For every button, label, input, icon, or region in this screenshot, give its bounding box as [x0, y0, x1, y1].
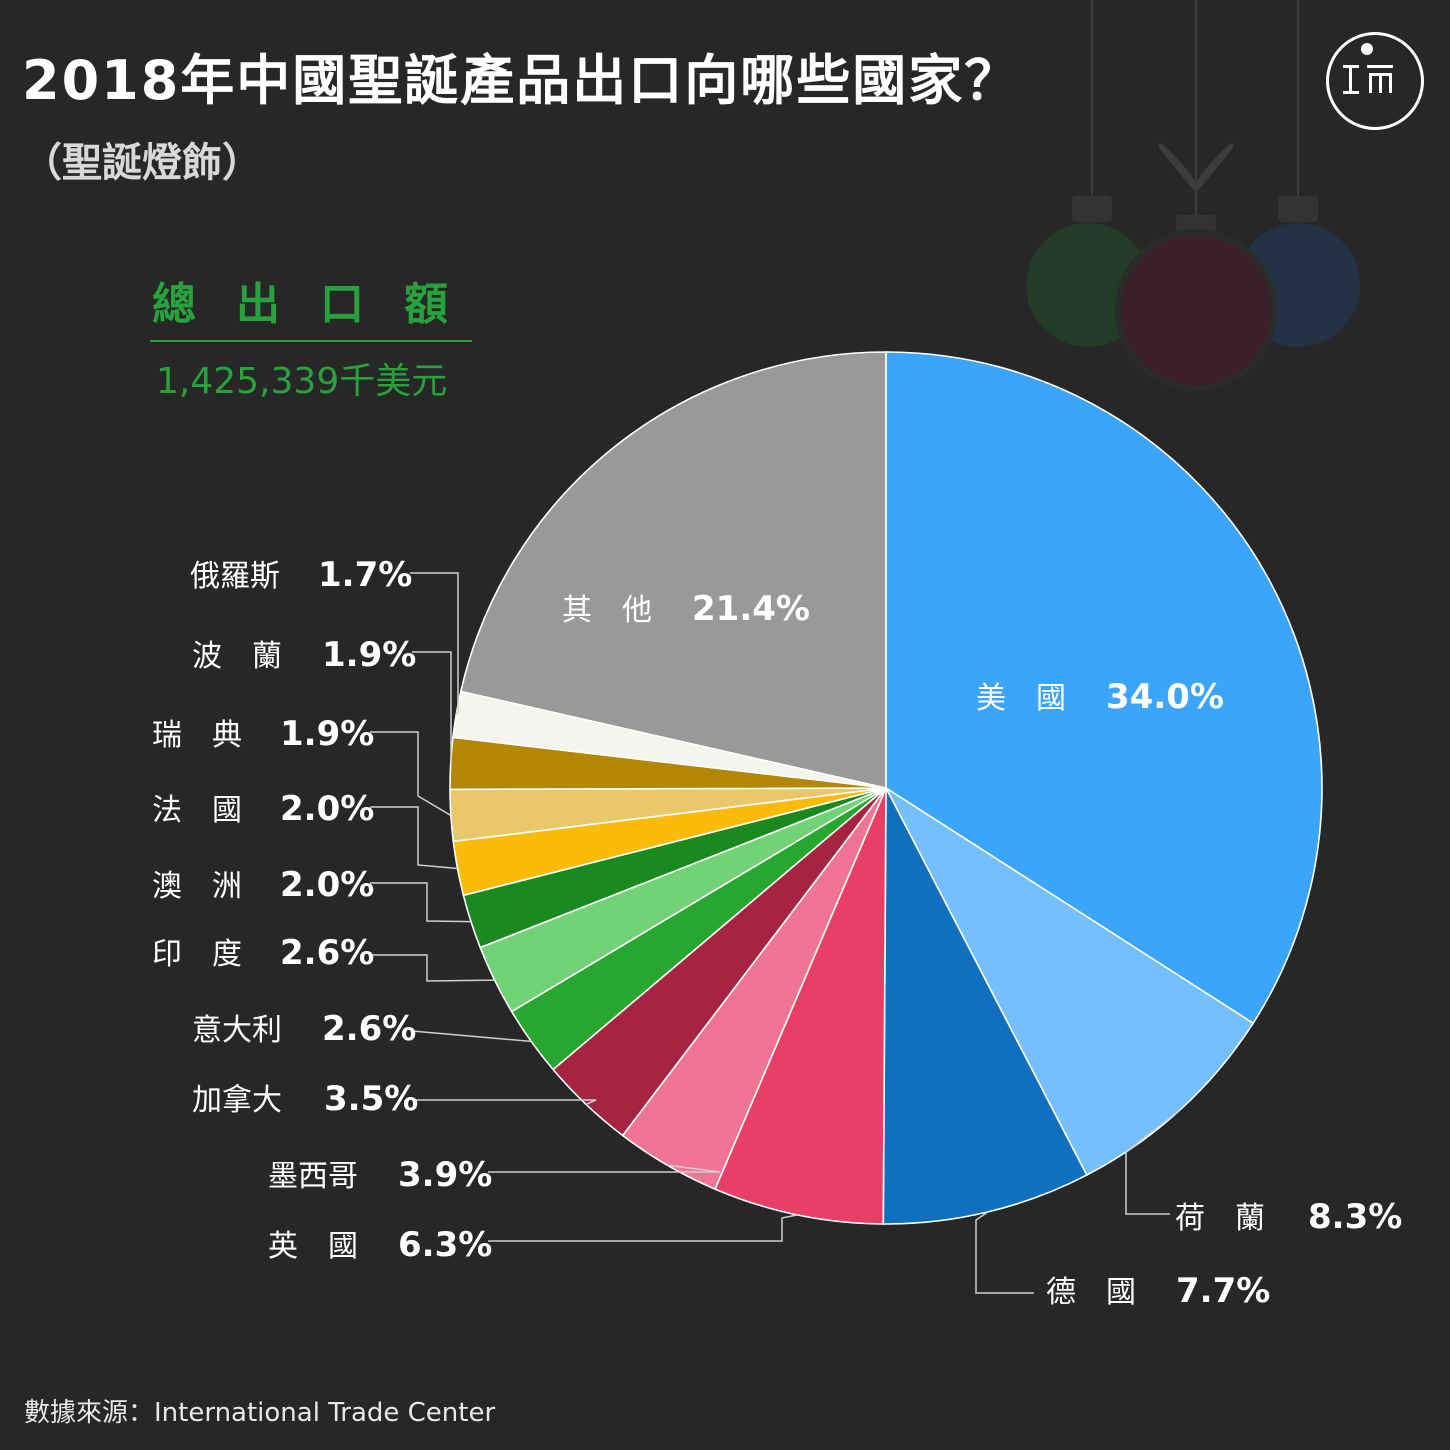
slice-label-percent-11: 1.9%	[322, 635, 416, 675]
slice-label-name-8: 澳 洲	[152, 869, 242, 904]
pie-slice-1	[883, 785, 1255, 1177]
slice-label-name-9: 法 國	[152, 793, 242, 828]
data-source: 數據來源：International Trade Center	[24, 1398, 496, 1428]
slice-label-name-12: 俄羅斯	[190, 559, 280, 594]
slice-label-percent-6: 2.6%	[322, 1009, 416, 1049]
slice-label-name-10: 瑞 典	[152, 718, 242, 753]
slice-label-percent-9: 2.0%	[280, 789, 374, 829]
slice-label-percent-2: 7.7%	[1176, 1271, 1270, 1311]
leader-line-11	[412, 651, 452, 764]
slice-label-percent-1: 8.3%	[1308, 1197, 1402, 1237]
leader-line-7	[370, 954, 495, 982]
pie-slice-13	[459, 351, 887, 790]
page-title: 2018年中國聖誕產品出口向哪些國家？	[22, 49, 1021, 112]
leader-line-9	[370, 806, 458, 870]
leader-line-6	[411, 1030, 532, 1043]
leader-line-8	[370, 882, 472, 923]
leader-line-12	[410, 572, 459, 715]
initium-logo-icon	[1326, 32, 1424, 130]
leader-line-1	[1125, 1109, 1181, 1215]
slice-label-name-5: 加拿大	[192, 1083, 282, 1118]
slice-label-name-13: 其 他	[562, 593, 652, 628]
pie-slice-2	[882, 787, 1088, 1225]
leader-line-3	[488, 1214, 798, 1242]
total-exports-value: 1,425,339千美元	[156, 361, 448, 402]
page-subtitle: （聖誕燈飾）	[22, 140, 262, 186]
slice-label-name-4: 墨西哥	[268, 1159, 358, 1194]
slice-label-percent-8: 2.0%	[280, 865, 374, 905]
slice-label-name-0: 美 國	[976, 681, 1066, 716]
leader-line-2	[975, 1211, 1034, 1294]
slice-label-name-7: 印 度	[152, 937, 242, 972]
ornaments-decoration	[1026, 0, 1360, 391]
slice-label-percent-5: 3.5%	[324, 1079, 418, 1119]
pie-slice-0	[885, 351, 1323, 1025]
slice-label-name-11: 波 蘭	[192, 639, 282, 674]
slice-label-percent-0: 34.0%	[1106, 677, 1224, 717]
slice-label-percent-7: 2.6%	[280, 933, 374, 973]
slice-label-name-6: 意大利	[192, 1013, 282, 1048]
leader-line-5	[412, 1099, 597, 1106]
leader-line-10	[370, 731, 452, 817]
leader-line-4	[488, 1164, 721, 1173]
slice-label-name-2: 德 國	[1046, 1275, 1136, 1310]
pie-slice-3	[713, 787, 887, 1225]
total-exports-label: 總出口額	[152, 279, 488, 330]
slice-label-percent-13: 21.4%	[692, 589, 810, 629]
slice-label-name-3: 英 國	[268, 1229, 358, 1264]
slice-label-percent-10: 1.9%	[280, 714, 374, 754]
slice-label-percent-12: 1.7%	[318, 555, 412, 595]
total-divider	[150, 340, 472, 342]
slice-label-percent-4: 3.9%	[398, 1155, 492, 1195]
slice-label-percent-3: 6.3%	[398, 1225, 492, 1265]
slice-label-name-1: 荷 蘭	[1175, 1201, 1265, 1236]
